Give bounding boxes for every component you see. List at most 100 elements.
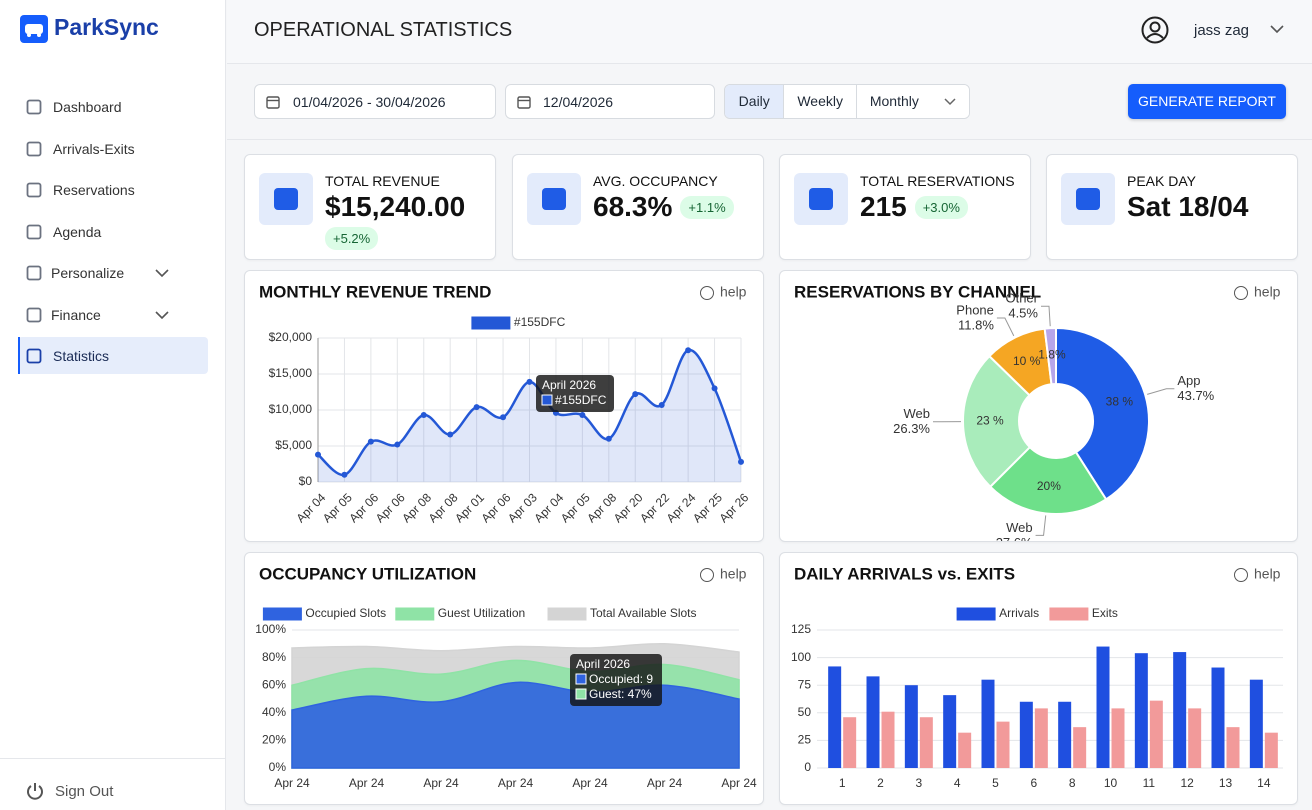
chart-title: RESERVATIONS BY CHANNEL: [794, 282, 1041, 301]
generate-report-button[interactable]: GENERATE REPORT: [1128, 84, 1286, 119]
bar: [1249, 679, 1263, 768]
nav-item[interactable]: Dashboard: [53, 99, 122, 115]
sign-out-icon: [27, 783, 43, 800]
point: [632, 391, 639, 398]
divider: [227, 139, 1312, 140]
bar: [1134, 653, 1148, 768]
nav-item[interactable]: Reservations: [53, 182, 135, 198]
icon-shape: [26, 307, 42, 322]
point: [685, 347, 692, 354]
callout-line: [1147, 388, 1175, 395]
period-option[interactable]: Weekly: [783, 85, 856, 118]
icon-shape: [26, 99, 42, 115]
calendar-icon: [266, 96, 280, 109]
kpi-value: Sat 18/04: [1127, 191, 1249, 222]
nav-item[interactable]: Statistics: [53, 348, 110, 364]
x-tick-label: 11: [1143, 776, 1156, 790]
kpi-card: PEAK DAY Sat 18/04: [1046, 154, 1298, 260]
user-avatar[interactable]: [1141, 16, 1169, 44]
kpi-icon: [1061, 173, 1115, 225]
kpi-row: Sat 18/04: [1127, 191, 1295, 223]
y-tick-label: 0%: [269, 760, 287, 774]
kpi-label: TOTAL REVENUE: [325, 173, 440, 189]
y-tick-label: $15,000: [269, 366, 313, 380]
chart-card: MONTHLY REVENUE TREND help $0 $5,000 $10,000…: [244, 270, 764, 542]
icon-shape: [542, 188, 566, 210]
callout-line: [996, 317, 1015, 337]
legend-swatch: [547, 607, 587, 621]
nav-item[interactable]: Agenda: [53, 223, 102, 240]
nav-active-bg: [18, 337, 208, 374]
help-icon[interactable]: [700, 286, 714, 300]
callout-name: Phone: [956, 302, 994, 317]
callout-name: Web: [904, 406, 931, 421]
date-range-input[interactable]: [254, 84, 496, 119]
kpi-label: PEAK DAY: [1127, 173, 1196, 189]
page-title: OPERATIONAL STATISTICS: [254, 19, 513, 41]
kpi-change: +5.2%: [325, 227, 379, 250]
segment-label: 38 %: [1106, 395, 1134, 409]
kpi-label: AVG. OCCUPANCY: [593, 173, 718, 189]
chart-card: RESERVATIONS BY CHANNEL help 38 % App 43.7% 2…: [779, 270, 1298, 542]
divider: [0, 758, 225, 759]
brand-logo: [20, 15, 48, 43]
donut-segment: [962, 354, 1032, 489]
point: [738, 458, 744, 465]
y-tick-label: 75: [798, 677, 812, 691]
segment-label: 20%: [1037, 479, 1061, 493]
help-link[interactable]: help: [720, 284, 747, 300]
point: [473, 404, 480, 411]
legend-swatch: [471, 316, 511, 330]
tooltip-swatch: [575, 688, 587, 700]
brand-name: ParkSync: [54, 14, 159, 40]
user-name[interactable]: jass zag: [1194, 22, 1250, 39]
chart-title: DAILY ARRIVALS vs. EXITS: [794, 564, 1015, 583]
bar: [1096, 646, 1110, 768]
chevron: [155, 310, 169, 319]
help-link[interactable]: help: [1254, 284, 1281, 300]
x-tick-label: 10: [1104, 776, 1118, 790]
help-icon[interactable]: [700, 568, 714, 582]
y-tick-label: $10,000: [269, 402, 313, 416]
nav-icon: [26, 141, 42, 156]
help-icon[interactable]: [1234, 568, 1248, 582]
period-option[interactable]: Daily: [725, 85, 784, 118]
nav-item[interactable]: Personalize: [51, 265, 125, 281]
period-toggle: Daily Weekly Monthly: [724, 84, 970, 119]
kpi-row: $15,240.00 +5.2%: [325, 191, 493, 250]
bar: [1111, 708, 1125, 768]
callout-line: [1035, 515, 1047, 536]
help-icon[interactable]: [1234, 286, 1248, 300]
help-link[interactable]: help: [1254, 566, 1281, 582]
segment-label: 10 %: [1013, 354, 1041, 368]
y-tick-label: 80%: [262, 650, 286, 664]
x-tick-label: Apr 24: [647, 776, 683, 790]
y-tick-label: 0: [804, 760, 811, 774]
x-tick-label: 14: [1257, 776, 1271, 790]
kpi-value: 215: [860, 191, 907, 222]
segment-label: 1.8%: [1038, 347, 1066, 361]
date-input[interactable]: [505, 84, 715, 119]
kpi-row: 68.3% +1.1%: [593, 191, 761, 223]
nav-item[interactable]: Finance: [51, 306, 101, 323]
x-tick-label: 3: [915, 776, 922, 790]
legend-swatch: [262, 607, 302, 621]
y-tick-label: 100%: [255, 622, 286, 636]
legend-swatch: [956, 607, 996, 621]
kpi-icon: [527, 173, 581, 225]
help-link[interactable]: help: [720, 566, 747, 582]
bar: [981, 679, 995, 768]
x-tick-label: 4: [954, 776, 961, 790]
point: [315, 451, 321, 458]
user-chevron[interactable]: [1270, 24, 1284, 34]
bar: [1226, 727, 1240, 768]
icon-shape: [26, 348, 42, 364]
callout-name: Web: [1006, 520, 1033, 535]
nav-item[interactable]: Arrivals-Exits: [53, 140, 135, 157]
period-option[interactable]: Monthly: [855, 85, 969, 118]
sign-out[interactable]: Sign Out: [55, 783, 114, 800]
bar: [843, 717, 857, 768]
bar: [1058, 701, 1072, 768]
bar: [1173, 652, 1187, 768]
